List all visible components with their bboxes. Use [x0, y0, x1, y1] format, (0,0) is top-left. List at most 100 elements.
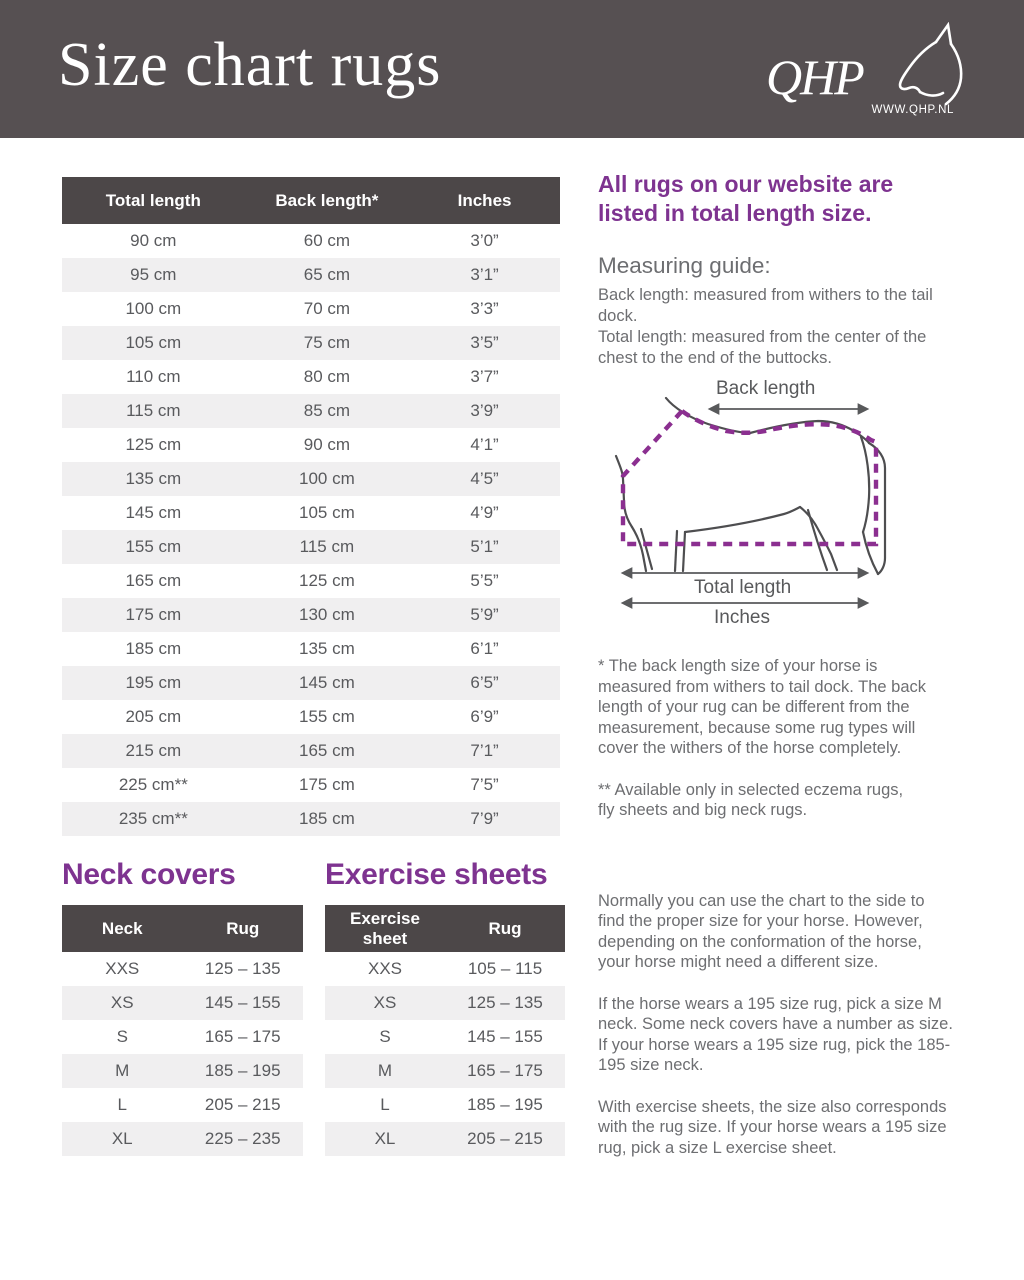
table-cell: 215 cm	[125, 741, 182, 760]
table-cell: 100 cm	[125, 299, 182, 318]
intro-statement: All rugs on our website are listed in to…	[598, 171, 894, 226]
table-cell: 155 cm	[299, 707, 355, 726]
table-cell: 85 cm	[303, 401, 351, 420]
table-cell: 185 – 195	[204, 1061, 281, 1080]
table-row: 165 cm 125 cm 5’5”	[62, 564, 560, 598]
horse-diagram-drawing	[614, 396, 887, 609]
table-cell: 6’5”	[470, 673, 499, 692]
table-cell: 7’1”	[470, 741, 499, 760]
note-neck-covers: If the horse wears a 195 size rug, pick …	[598, 994, 953, 1075]
table-cell: 6’1”	[470, 639, 499, 658]
table-row: L 185 – 195	[325, 1088, 565, 1122]
info-column: All rugs on our website are listed in to…	[598, 170, 954, 1179]
neck-covers-title: Neck covers	[62, 858, 236, 891]
table-cell: 7’9”	[470, 809, 499, 828]
column-header: Inches	[409, 177, 560, 224]
table-cell: 3’1”	[470, 265, 499, 284]
table-row: 95 cm 65 cm 3’1”	[62, 258, 560, 292]
table-cell: 3’9”	[470, 401, 499, 420]
table-cell: 6’9”	[470, 707, 499, 726]
table-cell: 75 cm	[303, 333, 351, 352]
table-cell: L	[380, 1095, 390, 1114]
horse-measurement-diagram: Back length Total length Inches	[598, 378, 898, 631]
table-cell: 145 cm	[125, 503, 182, 522]
qhp-logo: QHP WWW.QHP.NL	[766, 22, 966, 122]
table-header-row: Exercise sheet Rug	[325, 905, 565, 952]
table-cell: 80 cm	[303, 367, 351, 386]
qhp-logo-text: QHP	[766, 49, 865, 105]
qhp-website-url: WWW.QHP.NL	[871, 104, 954, 116]
page-title: Size chart rugs	[58, 31, 442, 99]
sizing-notes: Normally you can use the chart to the si…	[598, 891, 954, 1159]
table-cell: 225 cm**	[118, 775, 188, 794]
table-cell: XS	[373, 993, 397, 1012]
table-cell: 115 cm	[299, 537, 355, 556]
table-cell: 95 cm	[130, 265, 177, 284]
table-cell: 135 cm	[125, 469, 182, 488]
page-header: Size chart rugs QHP WWW.QHP.NL	[0, 0, 1024, 138]
exercise-sheets-table-container: Exercise sheet Rug XXS 105 – 115 XS 125 – 135…	[325, 905, 565, 1156]
measuring-guide-text: Back length: measured from withers to th…	[598, 285, 954, 369]
table-row: 195 cm 145 cm 6’5”	[62, 666, 560, 700]
table-cell: 195 cm	[125, 673, 182, 692]
table-cell: XL	[111, 1129, 133, 1148]
rug-size-table: Total length Back length* Inches 90 cm 60 cm…	[62, 177, 560, 836]
table-cell: 3’5”	[470, 333, 499, 352]
table-cell: 65 cm	[303, 265, 351, 284]
table-cell: 185 cm	[125, 639, 182, 658]
table-row: 185 cm 135 cm 6’1”	[62, 632, 560, 666]
table-row: 125 cm 90 cm 4’1”	[62, 428, 560, 462]
table-cell: 175 cm	[299, 775, 355, 794]
inches-label: Inches	[714, 607, 770, 628]
table-cell: 5’5”	[470, 571, 499, 590]
table-cell: 145 – 155	[204, 993, 281, 1012]
availability-footnote: ** Available only in selected eczema rug…	[598, 780, 904, 820]
table-cell: 3’0”	[470, 231, 499, 250]
table-cell: 60 cm	[303, 231, 351, 250]
column-header: Back length*	[244, 177, 410, 224]
table-row: XL 225 – 235	[62, 1122, 303, 1156]
table-cell: 100 cm	[299, 469, 355, 488]
horse-head-icon	[898, 22, 963, 106]
table-cell: 125 – 135	[467, 993, 543, 1012]
exercise-sheets-table: Exercise sheet Rug XXS 105 – 115 XS 125 – 135…	[325, 905, 565, 1156]
table-cell: 225 – 235	[204, 1129, 281, 1148]
table-cell: 130 cm	[299, 605, 355, 624]
table-cell: XXS	[367, 959, 403, 978]
column-header: Rug	[182, 905, 303, 952]
table-row: XL 205 – 215	[325, 1122, 565, 1156]
table-cell: 175 cm	[125, 605, 182, 624]
rug-size-table-container: Total length Back length* Inches 90 cm 60 cm…	[62, 177, 560, 836]
table-cell: 70 cm	[303, 299, 351, 318]
table-row: XS 125 – 135	[325, 986, 565, 1020]
table-row: S 145 – 155	[325, 1020, 565, 1054]
table-row: L 205 – 215	[62, 1088, 303, 1122]
table-cell: 5’9”	[470, 605, 499, 624]
back-length-definition: Back length: measured from withers to th…	[598, 286, 933, 325]
table-cell: 125 cm	[125, 435, 182, 454]
table-cell: 90 cm	[303, 435, 351, 454]
table-row: 155 cm 115 cm 5’1”	[62, 530, 560, 564]
table-cell: 155 cm	[125, 537, 182, 556]
total-length-definition: Total length: measured from the center o…	[598, 328, 927, 367]
table-cell: 125 cm	[299, 571, 355, 590]
table-row: M 165 – 175	[325, 1054, 565, 1088]
table-row: 145 cm 105 cm 4’9”	[62, 496, 560, 530]
note-general: Normally you can use the chart to the si…	[598, 891, 925, 972]
table-cell: XS	[110, 993, 134, 1012]
table-row: 225 cm** 175 cm 7’5”	[62, 768, 560, 802]
table-row: 110 cm 80 cm 3’7”	[62, 360, 560, 394]
table-cell: 165 – 175	[204, 1027, 281, 1046]
table-cell: 115 cm	[126, 401, 181, 420]
table-cell: 3’7”	[470, 367, 499, 386]
back-length-footnote: * The back length size of your horse is …	[598, 657, 927, 757]
table-cell: 145 cm	[299, 673, 355, 692]
table-cell: M	[115, 1061, 130, 1080]
table-row: 90 cm 60 cm 3’0”	[62, 224, 560, 258]
measuring-guide-title: Measuring guide:	[598, 253, 771, 278]
table-row: S 165 – 175	[62, 1020, 303, 1054]
table-header-row: Neck Rug	[62, 905, 303, 952]
column-header: Exercise sheet	[325, 905, 445, 952]
table-row: 235 cm** 185 cm 7’9”	[62, 802, 560, 836]
